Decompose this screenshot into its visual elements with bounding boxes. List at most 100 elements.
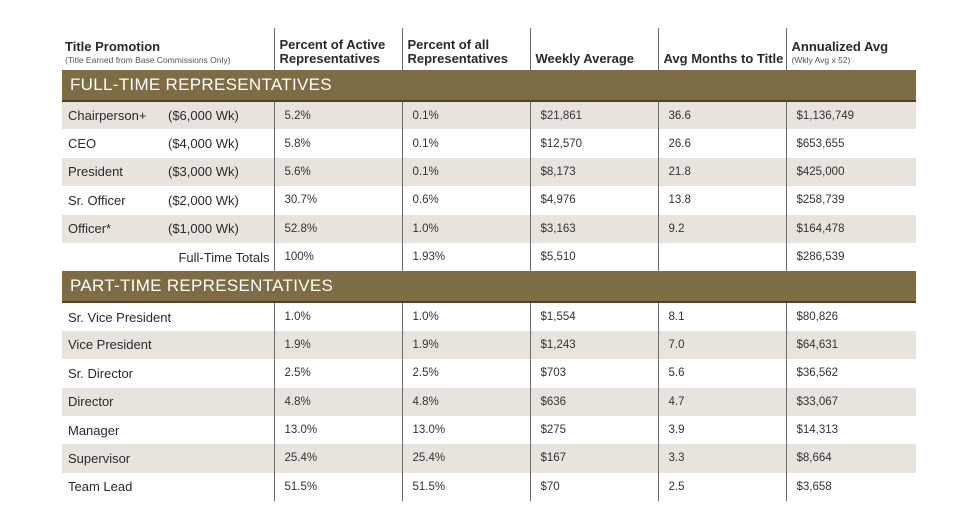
percent-active-cell: 25.4%: [273, 444, 402, 473]
income-disclosure-table-container: Title Promotion (Title Earned from Base …: [62, 28, 916, 502]
percent-active-cell: 1.0%: [273, 302, 402, 331]
table-row: Sr. Officer ($2,000 Wk) 30.7% 0.6% $4,976 13.…: [62, 186, 916, 215]
annualized-avg-cell: $425,000: [785, 157, 916, 187]
percent-all-cell: 0.1%: [401, 157, 530, 187]
annualized-avg-cell: $64,631: [785, 330, 916, 360]
title-weekly-threshold: ($6,000 Wk): [168, 108, 239, 124]
title-cell: Director: [62, 387, 274, 416]
annualized-avg-cell: $653,655: [785, 129, 916, 158]
title-name: CEO: [68, 136, 97, 152]
weekly-average-cell: $5,510: [529, 242, 658, 272]
percent-active-cell: 5.8%: [273, 129, 402, 158]
weekly-average-cell: $8,173: [529, 157, 658, 187]
percent-all-cell: 0.1%: [401, 101, 530, 130]
annualized-avg-cell: $36,562: [785, 359, 916, 388]
avg-months-cell: 7.0: [657, 330, 786, 360]
header-row: Title Promotion (Title Earned from Base …: [62, 28, 916, 70]
title-name: Supervisor: [68, 450, 131, 466]
section-part-time: PART-TIME REPRESENTATIVES: [62, 271, 916, 304]
percent-active-cell: 51.5%: [273, 472, 402, 502]
annualized-avg-cell: $33,067: [785, 387, 916, 416]
title-cell: Chairperson+ ($6,000 Wk): [62, 101, 274, 130]
title-name: President: [68, 164, 123, 180]
percent-active-cell: 5.2%: [273, 101, 402, 130]
percent-all-cell: 2.5%: [401, 359, 530, 388]
title-cell: Officer* ($1,000 Wk): [62, 214, 274, 243]
weekly-average-cell: $167: [529, 444, 658, 473]
table-row: CEO ($4,000 Wk) 5.8% 0.1% $12,570 26.6 $653,65…: [62, 129, 916, 158]
header-percent-active: Percent of Active Representatives: [273, 28, 402, 70]
totals-label: Full-Time Totals: [178, 249, 270, 265]
percent-active-cell: 4.8%: [273, 387, 402, 416]
avg-months-cell: 2.5: [657, 472, 786, 502]
percent-active-cell: 2.5%: [273, 359, 402, 388]
table-row: President ($3,000 Wk) 5.6% 0.1% $8,173 21.8 $4…: [62, 157, 916, 187]
title-name: Chairperson+: [68, 108, 147, 124]
percent-active-cell: 30.7%: [273, 186, 402, 215]
weekly-average-cell: $1,243: [529, 330, 658, 360]
avg-months-cell: 26.6: [657, 129, 786, 158]
title-weekly-threshold: ($1,000 Wk): [168, 221, 239, 237]
title-cell: Vice President: [62, 330, 274, 360]
header-annualized-avg: Annualized Avg (Wkly Avg x 52): [785, 28, 916, 70]
table-row: Officer* ($1,000 Wk) 52.8% 1.0% $3,163 9.2 $16…: [62, 214, 916, 243]
income-disclosure-table: Title Promotion (Title Earned from Base …: [62, 28, 916, 502]
header-title-promotion-sub: (Title Earned from Base Commissions Only…: [65, 55, 231, 65]
annualized-avg-cell: $8,664: [785, 444, 916, 473]
title-name: Vice President: [68, 337, 152, 353]
title-cell: Sr. Vice President: [62, 302, 274, 330]
title-name: Sr. Officer: [68, 192, 126, 208]
weekly-average-cell: $1,554: [529, 302, 658, 331]
table-row: Chairperson+ ($6,000 Wk) 5.2% 0.1% $21,861 36…: [62, 101, 916, 130]
title-cell: Sr. Officer ($2,000 Wk): [62, 186, 274, 214]
annualized-avg-cell: $258,739: [785, 186, 916, 215]
table-row: Vice President 1.9% 1.9% $1,243 7.0 $64,631: [62, 330, 916, 360]
weekly-average-cell: $12,570: [529, 129, 658, 158]
table-row: Supervisor 25.4% 25.4% $167 3.3 $8,664: [62, 444, 916, 473]
avg-months-cell: 4.7: [657, 387, 786, 416]
title-cell: Manager: [62, 416, 274, 444]
percent-all-cell: 0.1%: [401, 129, 530, 158]
percent-all-cell: 4.8%: [401, 387, 530, 416]
annualized-avg-cell: $1,136,749: [785, 101, 916, 130]
weekly-average-cell: $4,976: [529, 186, 658, 215]
percent-active-cell: 52.8%: [273, 214, 402, 243]
title-name: Sr. Director: [68, 365, 134, 381]
title-cell: President ($3,000 Wk): [62, 157, 274, 187]
header-title-promotion-label: Title Promotion: [65, 39, 161, 54]
annualized-avg-cell: $14,313: [785, 415, 916, 445]
percent-all-cell: 0.6%: [401, 186, 530, 215]
title-cell: CEO ($4,000 Wk): [62, 129, 274, 157]
annualized-avg-cell: $164,478: [785, 214, 916, 243]
avg-months-cell: 36.6: [657, 101, 786, 130]
avg-months-cell: 13.8: [657, 186, 786, 215]
percent-all-cell: 51.5%: [401, 472, 530, 502]
annualized-avg-cell: $3,658: [785, 472, 916, 502]
annualized-avg-cell: $80,826: [785, 302, 916, 331]
weekly-average-cell: $703: [529, 359, 658, 388]
weekly-average-cell: $70: [529, 472, 658, 502]
header-annualized-avg-label: Annualized Avg: [791, 39, 889, 54]
percent-all-cell: 1.0%: [401, 214, 530, 243]
full-time-totals-row: Full-Time Totals 100% 1.93% $5,510 $286,539: [62, 242, 916, 272]
header-annualized-avg-sub: (Wkly Avg x 52): [791, 55, 851, 65]
title-cell: Team Lead: [62, 473, 274, 501]
table-row: Director 4.8% 4.8% $636 4.7 $33,067: [62, 387, 916, 416]
header-percent-all: Percent of all Representatives: [401, 28, 530, 70]
weekly-average-cell: $636: [529, 387, 658, 416]
title-weekly-threshold: ($4,000 Wk): [168, 136, 239, 152]
title-cell: Supervisor: [62, 444, 274, 473]
percent-all-cell: 25.4%: [401, 444, 530, 473]
avg-months-cell: 3.9: [657, 415, 786, 445]
avg-months-cell: 9.2: [657, 214, 786, 243]
title-name: Manager: [68, 422, 120, 438]
avg-months-cell: 5.6: [657, 359, 786, 388]
avg-months-cell: 21.8: [657, 157, 786, 187]
percent-all-cell: 1.9%: [401, 330, 530, 360]
header-title-promotion: Title Promotion (Title Earned from Base …: [62, 28, 274, 70]
title-name: Director: [68, 394, 114, 410]
header-weekly-average: Weekly Average: [529, 28, 658, 70]
section-full-time: FULL-TIME REPRESENTATIVES: [62, 70, 916, 102]
table-row: Manager 13.0% 13.0% $275 3.9 $14,313: [62, 415, 916, 445]
percent-all-cell: 1.93%: [401, 242, 530, 272]
